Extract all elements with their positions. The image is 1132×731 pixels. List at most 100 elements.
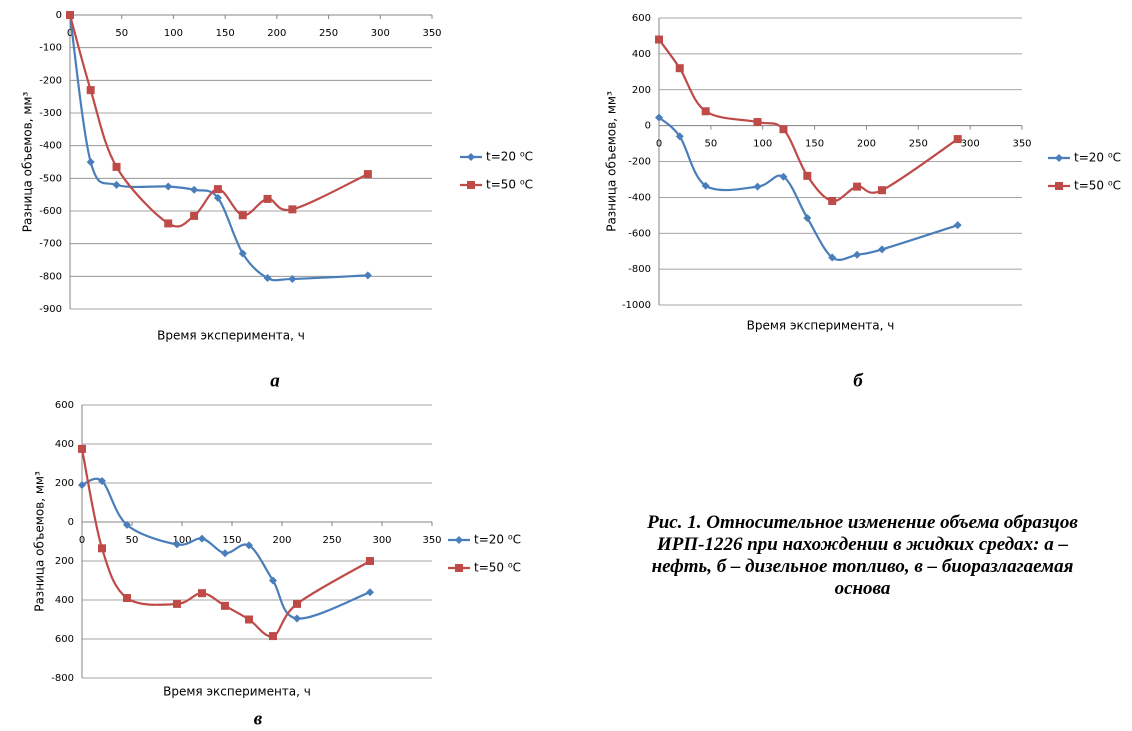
- y-tick-label: -600: [39, 206, 62, 217]
- point: [828, 253, 837, 262]
- point: [173, 540, 181, 549]
- point: [238, 211, 247, 220]
- y-tick-label: -400: [628, 192, 651, 203]
- point: [221, 549, 229, 558]
- series-line: [80, 448, 371, 638]
- point: [701, 107, 710, 116]
- x-tick-label: 350: [422, 535, 441, 546]
- figure-caption: Рис. 1. Относительное изменение объема о…: [647, 512, 1078, 599]
- y-axis-title: Разница объемов, мм³: [33, 471, 47, 612]
- series-line: [658, 116, 959, 261]
- point: [263, 273, 272, 282]
- x-tick-label: 250: [909, 139, 928, 150]
- legend-marker: [467, 153, 475, 161]
- x-tick-label: 250: [322, 535, 341, 546]
- x-tick-label: 150: [222, 535, 241, 546]
- point: [779, 125, 788, 134]
- point: [655, 113, 663, 122]
- y-tick-label: -200: [39, 75, 62, 86]
- point: [753, 118, 762, 127]
- point: [164, 182, 173, 191]
- point: [293, 614, 301, 623]
- series-line: [68, 14, 369, 228]
- point: [753, 182, 762, 191]
- legend-marker: [1055, 182, 1063, 190]
- point: [366, 557, 374, 565]
- y-tick-label: -800: [51, 673, 74, 684]
- legend-label: t=50 ⁰C: [1074, 179, 1121, 193]
- x-tick-label: 250: [319, 28, 338, 39]
- series-line: [81, 477, 371, 620]
- y-tick-label: -400: [39, 141, 62, 152]
- point: [98, 544, 106, 553]
- x-tick-label: 150: [216, 28, 235, 39]
- point: [78, 444, 86, 453]
- point: [123, 594, 131, 603]
- y-axis-title: Разница объемов, мм³: [605, 91, 619, 232]
- x-tick-label: 50: [704, 139, 717, 150]
- point: [675, 132, 684, 141]
- legend-label: t=50 ⁰C: [474, 561, 521, 575]
- x-tick-label: 0: [67, 28, 73, 39]
- y-tick-label: -800: [628, 264, 651, 275]
- y-tick-label: 600: [55, 634, 74, 645]
- x-axis-title: Время эксперимента, ч: [163, 685, 311, 699]
- point: [655, 35, 663, 44]
- x-tick-label: 300: [961, 139, 980, 150]
- y-tick-label: -800: [39, 271, 62, 282]
- point: [86, 86, 95, 95]
- point: [221, 601, 229, 610]
- legend-label: t=20 ⁰C: [474, 533, 521, 547]
- y-tick-label: -300: [39, 108, 62, 119]
- y-tick-label: -200: [628, 157, 651, 168]
- legend-marker: [1055, 154, 1063, 162]
- y-tick-label: -100: [39, 43, 62, 54]
- x-tick-label: 100: [164, 28, 183, 39]
- y-tick-label: 200: [55, 478, 74, 489]
- point: [86, 158, 95, 166]
- y-tick-label: -1000: [622, 300, 651, 311]
- point: [245, 541, 253, 550]
- point: [269, 576, 277, 585]
- x-tick-label: 50: [115, 28, 128, 39]
- legend-label: t=20 ⁰C: [486, 150, 533, 164]
- point: [877, 245, 886, 254]
- point: [198, 534, 206, 543]
- legend-marker: [455, 536, 463, 544]
- y-tick-label: 0: [56, 10, 62, 21]
- point: [164, 219, 173, 228]
- y-tick-label: -900: [39, 304, 62, 315]
- point: [112, 162, 121, 171]
- point: [853, 250, 862, 259]
- x-tick-label: 200: [857, 139, 876, 150]
- x-tick-label: 0: [656, 139, 662, 150]
- y-tick-label: 200: [632, 85, 651, 96]
- point: [213, 193, 222, 202]
- chart-caption: а: [270, 370, 280, 391]
- point: [953, 221, 962, 230]
- legend-marker: [455, 564, 463, 572]
- x-tick-label: 150: [805, 139, 824, 150]
- point: [288, 205, 297, 214]
- point: [675, 64, 684, 73]
- y-tick-label: 400: [55, 595, 74, 606]
- point: [190, 211, 199, 220]
- legend-label: t=20 ⁰C: [1074, 151, 1121, 165]
- x-tick-label: 0: [79, 535, 85, 546]
- y-tick-label: 400: [632, 49, 651, 60]
- point: [238, 249, 247, 258]
- point: [779, 172, 788, 181]
- point: [78, 480, 86, 489]
- legend-label: t=50 ⁰C: [486, 178, 533, 192]
- point: [112, 180, 121, 189]
- x-axis-title: Время эксперимента, ч: [157, 329, 305, 343]
- y-tick-label: 0: [68, 517, 74, 528]
- y-tick-label: -500: [39, 173, 62, 184]
- x-tick-label: 350: [422, 28, 441, 39]
- point: [853, 182, 862, 191]
- y-tick-label: -600: [628, 228, 651, 239]
- point: [123, 520, 131, 529]
- point: [198, 589, 206, 598]
